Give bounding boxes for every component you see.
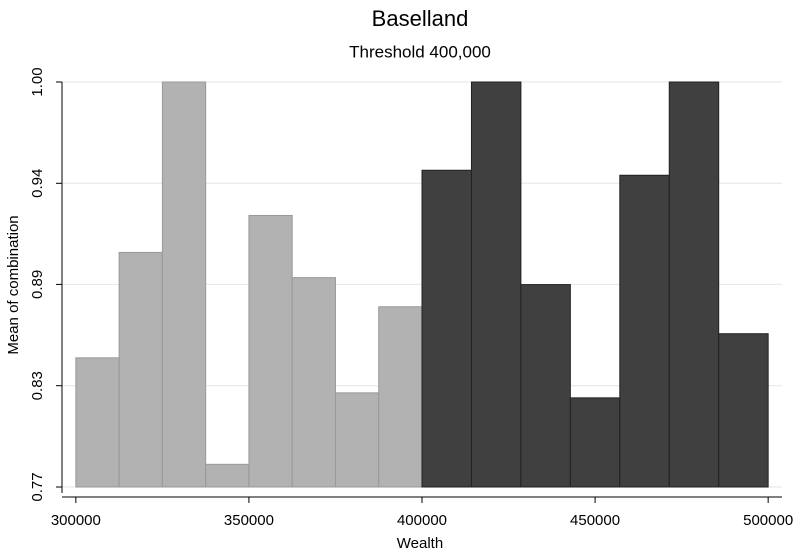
y-tick-label: 0.77 [29, 472, 46, 501]
y-tick-label: 0.94 [29, 169, 46, 198]
bar [520, 284, 571, 488]
x-tick-label: 500000 [743, 512, 793, 529]
bar [248, 214, 293, 488]
chart-title: Baselland [372, 6, 469, 31]
bar [205, 463, 250, 488]
y-tick-label: 1.00 [29, 67, 46, 96]
bar [75, 357, 120, 488]
bar [668, 81, 720, 488]
y-tick-label: 0.83 [29, 371, 46, 400]
y-axis-label: Mean of combination [5, 215, 22, 354]
bar [161, 81, 207, 488]
x-tick-label: 400000 [397, 512, 447, 529]
bar [718, 333, 769, 488]
bar [569, 397, 621, 488]
x-axis-label: Wealth [397, 535, 443, 552]
bar [334, 392, 380, 488]
bar [118, 251, 163, 488]
y-tick-label: 0.89 [29, 270, 46, 299]
bar [378, 306, 423, 488]
chart-subtitle: Threshold 400,000 [349, 42, 491, 61]
x-tick-label: 350000 [224, 512, 274, 529]
bar [421, 169, 472, 488]
bar [470, 81, 522, 488]
bar [291, 277, 336, 488]
x-tick-label: 300000 [51, 512, 101, 529]
x-tick-label: 450000 [570, 512, 620, 529]
bar [619, 174, 670, 488]
